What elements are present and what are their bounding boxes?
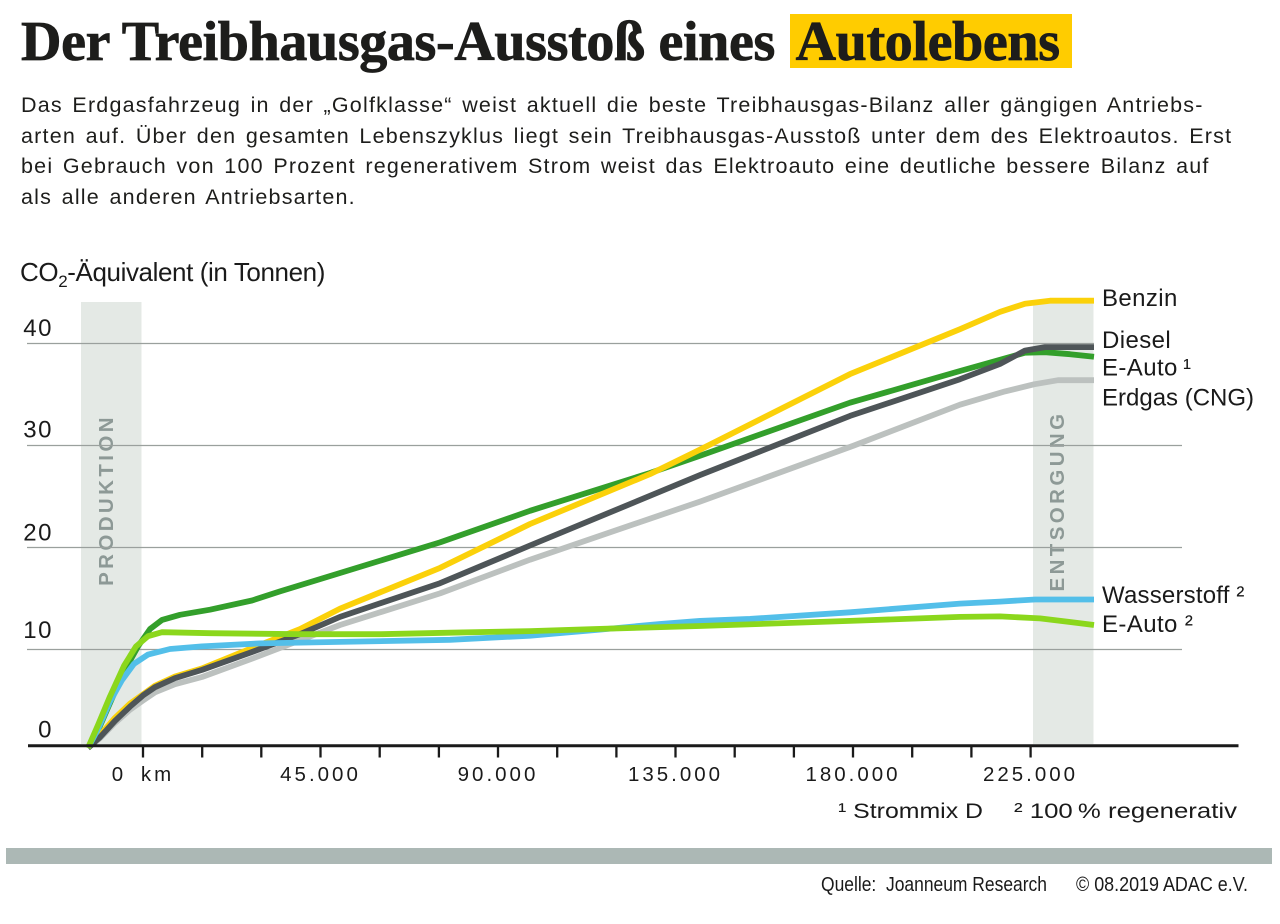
svg-text:40: 40 bbox=[23, 315, 53, 342]
svg-text:CO2-Äquivalent (in Tonnen): CO2-Äquivalent (in Tonnen) bbox=[20, 257, 325, 291]
svg-text:² 100 % regenerativ: ² 100 % regenerativ bbox=[1014, 800, 1238, 823]
svg-text:20: 20 bbox=[23, 520, 53, 547]
svg-text:10: 10 bbox=[23, 617, 53, 644]
svg-text:© 08.2019 ADAC e.V.: © 08.2019 ADAC e.V. bbox=[1076, 874, 1248, 896]
svg-text:90.000: 90.000 bbox=[458, 763, 539, 786]
svg-text:225.000: 225.000 bbox=[983, 763, 1078, 786]
svg-text:PRODUKTION: PRODUKTION bbox=[95, 414, 118, 586]
svg-text:Erdgas (CNG): Erdgas (CNG) bbox=[1102, 385, 1254, 412]
svg-text:Wasserstoff ²: Wasserstoff ² bbox=[1102, 582, 1245, 609]
svg-text:0 km: 0 km bbox=[112, 763, 174, 786]
svg-text:E-Auto ¹: E-Auto ¹ bbox=[1102, 355, 1191, 382]
svg-text:0: 0 bbox=[38, 717, 53, 744]
svg-text:30: 30 bbox=[23, 417, 53, 444]
svg-text:Diesel: Diesel bbox=[1102, 327, 1171, 354]
svg-text:ENTSORGUNG: ENTSORGUNG bbox=[1046, 411, 1069, 592]
svg-text:¹ Strommix D: ¹ Strommix D bbox=[838, 800, 983, 823]
svg-text:45.000: 45.000 bbox=[280, 763, 361, 786]
svg-text:Benzin: Benzin bbox=[1102, 285, 1178, 312]
svg-text:180.000: 180.000 bbox=[805, 763, 900, 786]
svg-text:E-Auto ²: E-Auto ² bbox=[1102, 611, 1193, 638]
svg-text:135.000: 135.000 bbox=[628, 763, 723, 786]
svg-text:Quelle: Joanneum Research: Quelle: Joanneum Research bbox=[821, 874, 1047, 896]
